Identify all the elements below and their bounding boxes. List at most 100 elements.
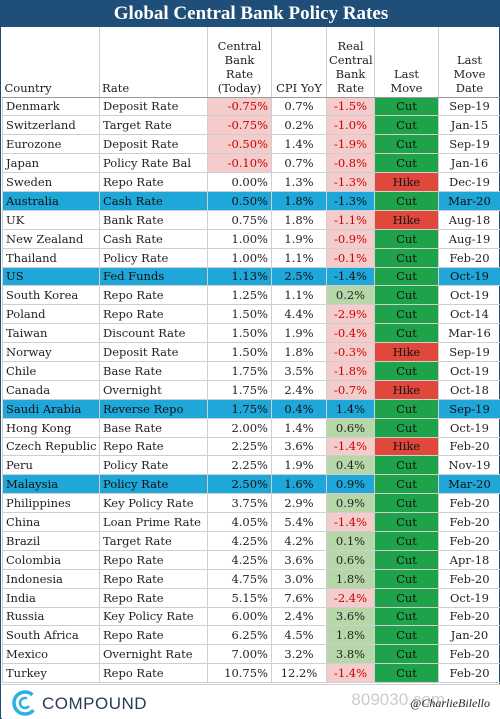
cell-move: Cut bbox=[374, 549, 439, 570]
cell-move: Hike bbox=[374, 436, 439, 457]
cell-cb-rate: -0.50% bbox=[207, 134, 272, 155]
cell-date: Jan-15 bbox=[438, 115, 500, 136]
cell-cb-rate: 1.25% bbox=[207, 285, 272, 306]
cell-date: Dec-19 bbox=[438, 172, 500, 192]
cell-real: -0.3% bbox=[326, 342, 375, 362]
cell-cpi: 1.9% bbox=[271, 455, 327, 476]
table-row: UK Bank Rate 0.75% 1.8% -1.1% Hike Aug-18 bbox=[2, 209, 500, 230]
cell-country: Eurozone bbox=[2, 134, 100, 155]
cell-date: Oct-19 bbox=[438, 587, 500, 608]
cell-rate: Cash Rate bbox=[99, 190, 208, 211]
cell-move: Cut bbox=[374, 285, 439, 306]
cell-cpi: 12.2% bbox=[271, 663, 327, 684]
cell-date: Feb-20 bbox=[438, 663, 500, 684]
cell-real: 0.2% bbox=[326, 285, 375, 306]
cell-cb-rate: 0.00% bbox=[207, 172, 272, 192]
table-row: Turkey Repo Rate 10.75% 12.2% -1.4% Cut Feb-20 bbox=[2, 663, 500, 684]
header-row: Country Rate Central Bank Rate (Today) CPI… bbox=[2, 27, 500, 98]
cell-cpi: 2.4% bbox=[271, 606, 327, 627]
table-row: Canada Overnight 1.75% 2.4% -0.7% Hike Oct-18 bbox=[2, 379, 500, 400]
cell-date: Sep-19 bbox=[438, 134, 500, 155]
cell-rate: Deposit Rate bbox=[99, 134, 208, 155]
cell-country: South Africa bbox=[2, 625, 100, 646]
cell-cb-rate: -0.10% bbox=[207, 153, 272, 174]
cell-country: Mexico bbox=[2, 644, 100, 665]
cell-cb-rate: 1.00% bbox=[207, 247, 272, 268]
cell-date: Aug-18 bbox=[438, 209, 500, 230]
cell-cb-rate: 4.25% bbox=[207, 530, 272, 551]
cell-rate: Policy Rate bbox=[99, 247, 208, 268]
header-cpi: CPI YoY bbox=[271, 27, 327, 98]
cell-move: Cut bbox=[374, 153, 439, 174]
cell-real: -0.8% bbox=[326, 153, 375, 174]
cell-cb-rate: 1.50% bbox=[207, 323, 272, 344]
cell-rate: Deposit Rate bbox=[99, 342, 208, 362]
cell-real: 3.6% bbox=[326, 606, 375, 627]
cell-cb-rate: 0.50% bbox=[207, 190, 272, 211]
cell-cpi: 0.7% bbox=[271, 153, 327, 174]
cell-real: -1.1% bbox=[326, 209, 375, 230]
cell-real: -2.9% bbox=[326, 304, 375, 325]
cell-country: Brazil bbox=[2, 530, 100, 551]
cell-country: India bbox=[2, 587, 100, 608]
table-row: Hong Kong Base Rate 2.00% 1.4% 0.6% Cut Oct-19 bbox=[2, 417, 500, 438]
cell-cb-rate: 2.25% bbox=[207, 455, 272, 476]
cell-cb-rate: 4.25% bbox=[207, 549, 272, 570]
cell-cb-rate: 3.75% bbox=[207, 493, 272, 514]
cell-cpi: 1.8% bbox=[271, 342, 327, 362]
rates-table: Country Rate Central Bank Rate (Today) CPI… bbox=[2, 27, 500, 684]
cell-rate: Key Policy Rate bbox=[99, 606, 208, 627]
cell-country: Norway bbox=[2, 342, 100, 362]
cell-cb-rate: 7.00% bbox=[207, 644, 272, 665]
cell-cb-rate: 10.75% bbox=[207, 663, 272, 684]
cell-country: Poland bbox=[2, 304, 100, 325]
cell-rate: Base Rate bbox=[99, 360, 208, 381]
cell-cpi: 3.5% bbox=[271, 360, 327, 381]
header-last-move: Last Move bbox=[374, 27, 439, 98]
table-row: China Loan Prime Rate 4.05% 5.4% -1.4% Cut Feb… bbox=[2, 512, 500, 532]
table-row: Sweden Repo Rate 0.00% 1.3% -1.3% Hike Dec-19 bbox=[2, 172, 500, 192]
cell-rate: Repo Rate bbox=[99, 663, 208, 684]
cell-real: -1.3% bbox=[326, 190, 375, 211]
cell-cb-rate: 2.25% bbox=[207, 436, 272, 457]
cell-real: 0.6% bbox=[326, 417, 375, 438]
cell-real: -1.9% bbox=[326, 134, 375, 155]
cell-rate: Repo Rate bbox=[99, 436, 208, 457]
cell-cpi: 7.6% bbox=[271, 587, 327, 608]
cell-country: China bbox=[2, 512, 100, 532]
cell-real: -1.5% bbox=[326, 96, 375, 117]
cell-rate: Overnight Rate bbox=[99, 644, 208, 665]
table-row: Colombia Repo Rate 4.25% 3.6% 0.6% Cut Apr-18 bbox=[2, 549, 500, 570]
cell-cb-rate: 1.00% bbox=[207, 228, 272, 249]
cell-cb-rate: 6.00% bbox=[207, 606, 272, 627]
cell-move: Cut bbox=[374, 625, 439, 646]
header-country: Country bbox=[2, 27, 100, 98]
cell-cb-rate: 1.75% bbox=[207, 379, 272, 400]
cell-country: Indonesia bbox=[2, 568, 100, 589]
table-row: Indonesia Repo Rate 4.75% 3.0% 1.8% Cut Feb-20 bbox=[2, 568, 500, 589]
cell-date: Aug-19 bbox=[438, 228, 500, 249]
cell-cpi: 3.2% bbox=[271, 644, 327, 665]
cell-real: 1.4% bbox=[326, 398, 375, 419]
cell-cpi: 5.4% bbox=[271, 512, 327, 532]
cell-cpi: 2.9% bbox=[271, 493, 327, 514]
cell-move: Hike bbox=[374, 172, 439, 192]
cell-rate: Repo Rate bbox=[99, 172, 208, 192]
cell-country: Czech Republic bbox=[2, 436, 100, 457]
cell-country: Japan bbox=[2, 153, 100, 174]
table-row: Eurozone Deposit Rate -0.50% 1.4% -1.9% Cut Se… bbox=[2, 134, 500, 155]
cell-country: US bbox=[2, 266, 100, 287]
cell-date: Oct-19 bbox=[438, 266, 500, 287]
cell-move: Cut bbox=[374, 134, 439, 155]
cell-rate: Fed Funds bbox=[99, 266, 208, 287]
cell-country: Canada bbox=[2, 379, 100, 400]
cell-move: Cut bbox=[374, 323, 439, 344]
cell-rate: Policy Rate bbox=[99, 455, 208, 476]
cell-country: Saudi Arabia bbox=[2, 398, 100, 419]
cell-real: 1.8% bbox=[326, 625, 375, 646]
cell-date: Jan-20 bbox=[438, 625, 500, 646]
cell-date: Feb-20 bbox=[438, 606, 500, 627]
cell-real: 0.4% bbox=[326, 455, 375, 476]
cell-country: Hong Kong bbox=[2, 417, 100, 438]
header-real-rate: Real Central Bank Rate bbox=[326, 27, 375, 98]
